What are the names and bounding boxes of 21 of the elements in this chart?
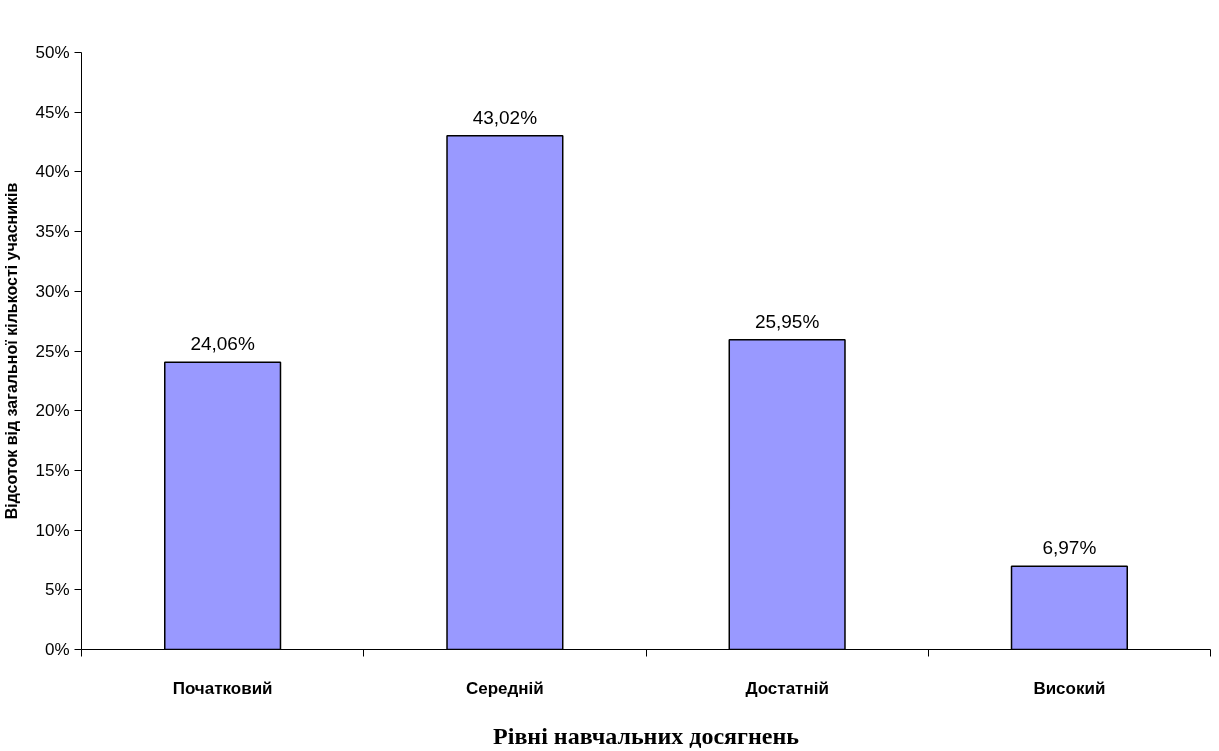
- x-tick-label: Середній: [465, 678, 544, 698]
- data-label: 24,06%: [190, 333, 255, 355]
- y-tick-label: 45%: [35, 102, 70, 122]
- y-tick-label: 35%: [35, 222, 70, 242]
- y-tick-label: 40%: [35, 162, 70, 182]
- y-tick-label: 30%: [35, 281, 70, 301]
- x-axis-title: Рівні навчальних досягнень: [493, 722, 800, 749]
- data-label: 25,95%: [754, 310, 820, 332]
- y-tick-label: 50%: [35, 43, 70, 62]
- x-tick-label: Початковий: [172, 678, 273, 698]
- y-tick-label: 5%: [44, 580, 70, 600]
- y-axis-title: Відсоток від загальної кількості учасників: [3, 182, 21, 520]
- data-label: 6,97%: [1042, 537, 1097, 559]
- y-tick-label: 0%: [44, 640, 70, 659]
- x-tick-label: Високий: [1033, 678, 1106, 698]
- y-tick-label: 15%: [35, 460, 70, 480]
- x-tick-label: Достатній: [745, 678, 829, 698]
- y-tick-label: 20%: [35, 401, 70, 421]
- y-tick-label: 10%: [35, 520, 70, 540]
- y-tick-label: 25%: [35, 341, 70, 361]
- data-label: 43,02%: [472, 106, 538, 128]
